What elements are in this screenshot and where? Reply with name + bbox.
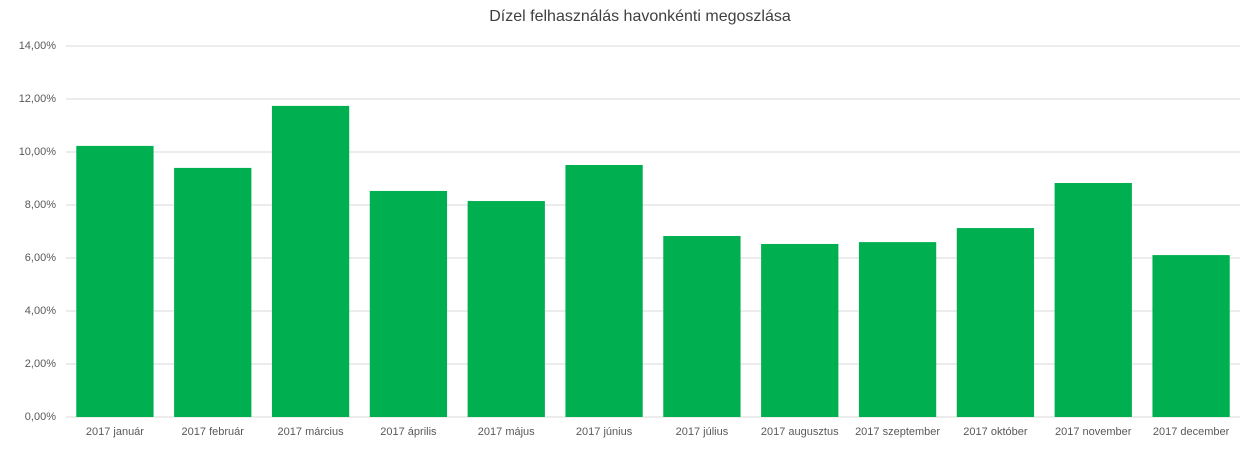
x-tick-label: 2017 november bbox=[1055, 426, 1132, 438]
x-tick-label: 2017 szeptember bbox=[855, 426, 941, 438]
bar bbox=[761, 243, 839, 417]
y-tick-label: 2,00% bbox=[25, 358, 56, 370]
bar bbox=[271, 105, 350, 417]
y-tick-label: 0,00% bbox=[25, 411, 56, 423]
chart-title: Dízel felhasználás havonkénti megoszlása bbox=[489, 8, 791, 25]
bar bbox=[76, 145, 154, 417]
x-tick-label: 2017 július bbox=[675, 426, 729, 438]
x-tick-label: 2017 augusztus bbox=[760, 426, 839, 438]
y-tick-label: 10,00% bbox=[19, 146, 57, 158]
x-tick-label: 2017 december bbox=[1152, 426, 1230, 438]
y-tick-label: 6,00% bbox=[25, 252, 56, 264]
y-tick-label: 8,00% bbox=[25, 199, 56, 211]
bar bbox=[565, 164, 643, 417]
bar bbox=[858, 242, 937, 417]
bar bbox=[1152, 255, 1230, 417]
bar bbox=[956, 228, 1035, 417]
x-tick-label: 2017 január bbox=[85, 426, 144, 438]
x-tick-label: 2017 február bbox=[181, 426, 244, 438]
y-tick-label: 12,00% bbox=[19, 93, 57, 105]
bar bbox=[1054, 183, 1132, 417]
x-tick-label: 2017 április bbox=[380, 426, 437, 438]
y-tick-label: 4,00% bbox=[25, 305, 56, 317]
y-tick-label: 14,00% bbox=[19, 40, 57, 52]
x-tick-label: 2017 október bbox=[963, 426, 1028, 438]
bar bbox=[663, 236, 741, 417]
bar bbox=[467, 201, 545, 417]
bar bbox=[369, 190, 448, 417]
bar bbox=[174, 167, 252, 417]
x-tick-label: 2017 március bbox=[277, 426, 344, 438]
x-tick-label: 2017 június bbox=[575, 426, 633, 438]
x-tick-label: 2017 május bbox=[477, 426, 535, 438]
